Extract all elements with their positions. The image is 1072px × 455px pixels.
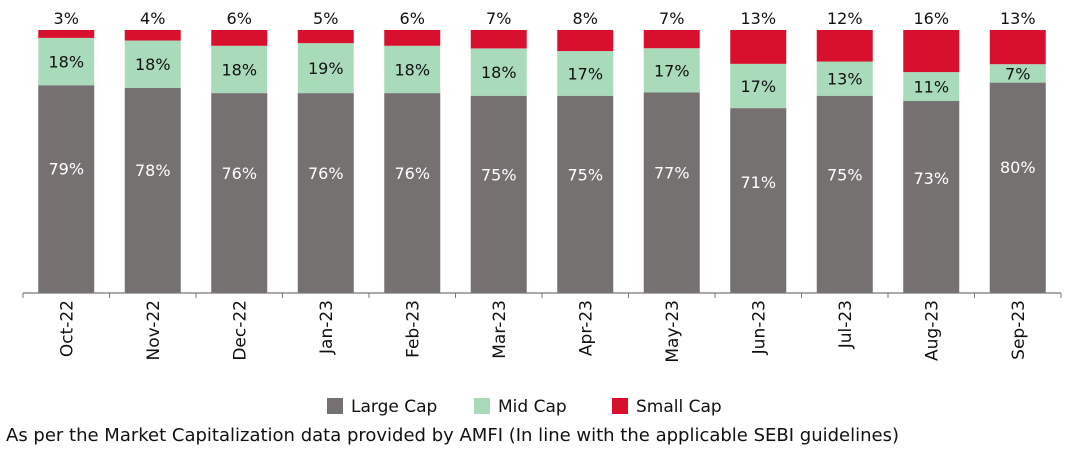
bar-small-cap <box>903 30 960 73</box>
data-label-mid-cap: 7% <box>1005 64 1030 83</box>
data-label-large-cap: 75% <box>567 166 603 185</box>
bar-large-cap <box>557 95 614 293</box>
bar-small-cap <box>816 30 873 62</box>
data-label-mid-cap: 18% <box>394 60 430 79</box>
data-label-large-cap: 76% <box>308 164 344 183</box>
data-label-mid-cap: 18% <box>135 55 171 74</box>
data-label-small-cap: 13% <box>1000 9 1036 28</box>
bar-mid-cap <box>297 43 354 94</box>
bar-small-cap <box>38 30 95 38</box>
bar-mid-cap <box>38 37 95 86</box>
data-label-large-cap: 77% <box>654 164 690 183</box>
x-tick-label: May-23 <box>663 300 683 363</box>
legend-swatch-large-cap <box>327 398 343 414</box>
data-label-small-cap: 6% <box>400 9 425 28</box>
x-tick-label: Dec-22 <box>230 300 250 361</box>
data-label-small-cap: 7% <box>486 9 511 28</box>
data-label-large-cap: 75% <box>481 166 517 185</box>
bar-small-cap <box>384 30 441 46</box>
x-tick-label: Oct-22 <box>57 300 77 357</box>
data-label-small-cap: 12% <box>827 9 863 28</box>
bar-large-cap <box>124 87 181 293</box>
data-label-small-cap: 13% <box>740 9 776 28</box>
data-label-large-cap: 76% <box>221 164 257 183</box>
bar-mid-cap <box>643 48 700 93</box>
bar-small-cap <box>643 30 700 49</box>
bar-mid-cap <box>470 48 527 96</box>
x-tick-label: Feb-23 <box>403 300 423 358</box>
bar-mid-cap <box>989 64 1046 83</box>
data-label-large-cap: 78% <box>135 161 171 180</box>
bar-large-cap <box>730 108 787 294</box>
bar-small-cap <box>470 30 527 49</box>
bar-large-cap <box>470 95 527 293</box>
bar-large-cap <box>643 92 700 293</box>
legend-label-small-cap: Small Cap <box>636 397 722 417</box>
bar-mid-cap <box>211 45 268 94</box>
data-label-small-cap: 5% <box>313 9 338 28</box>
legend-label-large-cap: Large Cap <box>351 397 437 417</box>
data-label-large-cap: 75% <box>827 166 863 185</box>
data-label-small-cap: 16% <box>913 9 949 28</box>
x-tick-label: Jun-23 <box>749 300 769 355</box>
legend-swatch-mid-cap <box>474 398 490 414</box>
data-label-small-cap: 4% <box>140 9 165 28</box>
bar-small-cap <box>557 30 614 52</box>
data-label-small-cap: 7% <box>659 9 684 28</box>
bar-mid-cap <box>557 51 614 96</box>
bar-large-cap <box>38 85 95 293</box>
footnote: As per the Market Capitalization data pr… <box>6 425 899 446</box>
bar-mid-cap <box>384 45 441 94</box>
data-label-mid-cap: 13% <box>827 70 863 89</box>
data-label-mid-cap: 17% <box>567 64 603 83</box>
legend-label-mid-cap: Mid Cap <box>498 397 567 417</box>
x-tick-label: Apr-23 <box>576 300 596 356</box>
bar-small-cap <box>297 30 354 44</box>
data-label-large-cap: 73% <box>913 169 949 188</box>
x-tick-label: Jan-23 <box>317 300 337 355</box>
bar-large-cap <box>384 93 441 294</box>
legend-swatch-small-cap <box>612 398 628 414</box>
bar-small-cap <box>730 30 787 64</box>
bar-large-cap <box>297 93 354 294</box>
data-label-mid-cap: 17% <box>654 61 690 80</box>
bar-large-cap <box>211 93 268 294</box>
data-label-small-cap: 8% <box>573 9 598 28</box>
bar-small-cap <box>124 30 181 41</box>
x-tick-label: Sep-23 <box>1009 300 1029 360</box>
bar-large-cap <box>989 82 1046 293</box>
data-label-mid-cap: 17% <box>740 77 776 96</box>
data-label-large-cap: 79% <box>48 159 84 178</box>
bar-small-cap <box>211 30 268 46</box>
x-tick-label: Mar-23 <box>490 300 510 359</box>
data-label-mid-cap: 11% <box>913 78 949 97</box>
data-label-small-cap: 6% <box>227 9 252 28</box>
bar-mid-cap <box>124 40 181 88</box>
bar-mid-cap <box>730 63 787 109</box>
data-label-large-cap: 76% <box>394 164 430 183</box>
data-label-large-cap: 80% <box>1000 158 1036 177</box>
bar-mid-cap <box>816 61 873 96</box>
data-label-large-cap: 71% <box>740 173 776 192</box>
data-label-mid-cap: 19% <box>308 59 344 78</box>
x-tick-label: Aug-23 <box>922 300 942 361</box>
x-tick-label: Jul-23 <box>836 300 856 349</box>
bar-large-cap <box>903 101 960 293</box>
data-label-mid-cap: 18% <box>48 53 84 72</box>
bar-small-cap <box>989 30 1046 65</box>
x-tick-label: Nov-22 <box>144 300 164 361</box>
data-label-mid-cap: 18% <box>221 60 257 79</box>
data-label-mid-cap: 18% <box>481 63 517 82</box>
data-label-small-cap: 3% <box>54 9 79 28</box>
bar-large-cap <box>816 95 873 293</box>
bar-mid-cap <box>903 72 960 102</box>
